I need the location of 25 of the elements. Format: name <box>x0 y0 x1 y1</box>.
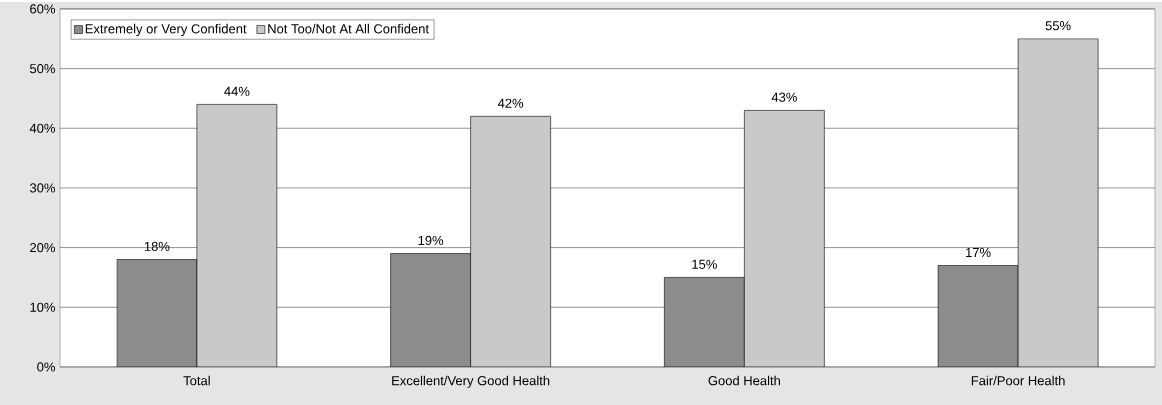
y-tick-label: 60% <box>30 4 56 14</box>
y-tick-label: 0% <box>37 362 56 372</box>
data-label: 44% <box>224 86 250 96</box>
bar <box>1017 38 1099 367</box>
x-tick-label: Excellent/Very Good Health <box>392 375 550 388</box>
x-tick-label: Good Health <box>708 375 780 386</box>
y-tick-label: 20% <box>30 243 56 253</box>
data-label: 18% <box>144 241 170 252</box>
data-label: 42% <box>497 98 524 108</box>
x-tick-label: Total <box>183 375 210 386</box>
data-label: 17% <box>966 247 991 257</box>
bar <box>470 116 551 367</box>
legend-label: Not Too/Not At All Confident <box>268 23 429 34</box>
bar <box>744 110 825 367</box>
data-label: 55% <box>1045 21 1071 31</box>
x-tick-label: Fair/Poor Health <box>971 375 1065 386</box>
data-label: 43% <box>771 92 797 102</box>
y-tick-label: 10% <box>30 302 56 312</box>
bar <box>196 104 278 367</box>
y-tick-label: 50% <box>29 64 56 74</box>
data-label: 15% <box>692 259 717 269</box>
y-tick-label: 40% <box>29 123 56 133</box>
data-label: 19% <box>418 235 444 246</box>
legend-label: Extremely or Very Confident <box>85 23 247 37</box>
y-tick-label: 30% <box>29 183 56 193</box>
